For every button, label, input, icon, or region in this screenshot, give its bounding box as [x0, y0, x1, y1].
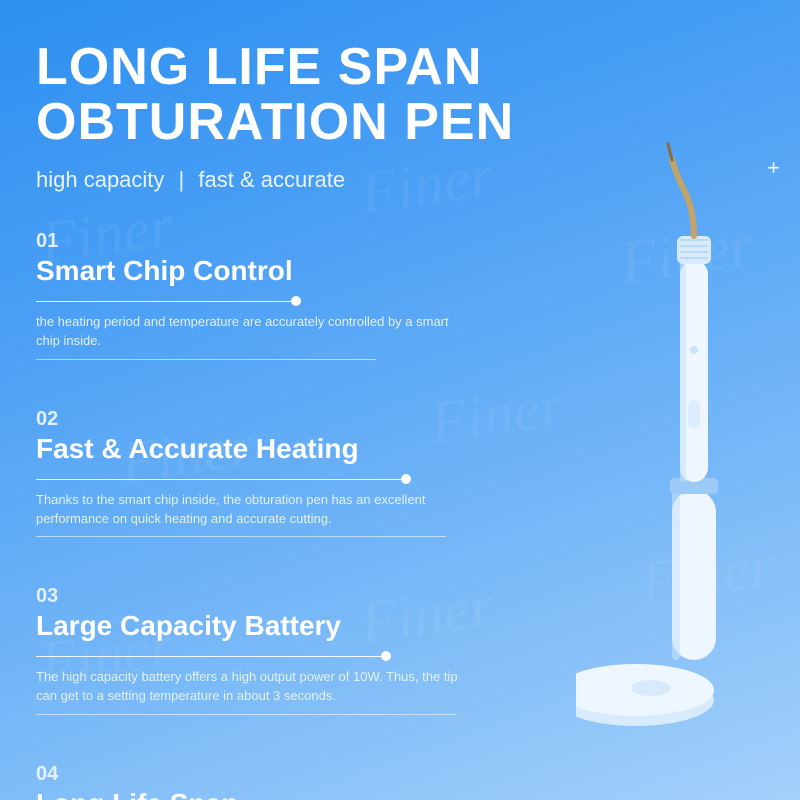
- connector-dot-icon: [401, 474, 411, 484]
- feature-underline: [36, 359, 376, 360]
- infographic-canvas: Finer Finer Finer Finer Finer Finer Fine…: [0, 0, 800, 800]
- feature-04: 04 Long Life Span With a smart chip and …: [36, 763, 540, 800]
- watermark-text: Finer: [636, 531, 778, 618]
- feature-number: 02: [36, 408, 540, 431]
- features-list: 01 Smart Chip Control the heating period…: [36, 230, 540, 800]
- feature-title: Fast & Accurate Heating: [36, 433, 540, 465]
- feature-underline: [36, 714, 456, 715]
- feature-connector: [36, 648, 540, 664]
- feature-03: 03 Large Capacity Battery The high capac…: [36, 585, 540, 715]
- feature-02: 02 Fast & Accurate Heating Thanks to the…: [36, 408, 540, 538]
- feature-description: Thanks to the smart chip inside, the obt…: [36, 491, 476, 529]
- connector-line: [36, 479, 406, 480]
- feature-description: The high capacity battery offers a high …: [36, 668, 476, 706]
- title-line-1: LONG LIFE SPAN: [36, 40, 514, 95]
- plus-icon: +: [767, 155, 780, 181]
- product-illustration: [576, 140, 746, 740]
- subtitle-right: fast & accurate: [198, 167, 345, 192]
- feature-connector: [36, 471, 540, 487]
- product-svg: [576, 140, 746, 740]
- connector-dot-icon: [291, 296, 301, 306]
- subtitle: high capacity | fast & accurate: [36, 167, 514, 193]
- feature-title: Smart Chip Control: [36, 255, 540, 287]
- feature-title: Large Capacity Battery: [36, 610, 540, 642]
- watermark-text: Finer: [616, 211, 758, 298]
- feature-01: 01 Smart Chip Control the heating period…: [36, 230, 540, 360]
- feature-number: 03: [36, 585, 540, 608]
- obturation-pen-icon: [668, 144, 718, 660]
- feature-connector: [36, 293, 540, 309]
- feature-number: 01: [36, 230, 540, 253]
- header: LONG LIFE SPAN OBTURATION PEN high capac…: [36, 40, 514, 193]
- feature-underline: [36, 536, 446, 537]
- feature-number: 04: [36, 763, 540, 786]
- charging-base-icon: [576, 664, 714, 726]
- connector-dot-icon: [381, 651, 391, 661]
- connector-line: [36, 301, 296, 302]
- connector-line: [36, 656, 386, 657]
- subtitle-divider: |: [179, 167, 185, 192]
- feature-description: the heating period and temperature are a…: [36, 313, 476, 351]
- feature-title: Long Life Span: [36, 788, 540, 800]
- subtitle-left: high capacity: [36, 167, 164, 192]
- title-line-2: OBTURATION PEN: [36, 95, 514, 150]
